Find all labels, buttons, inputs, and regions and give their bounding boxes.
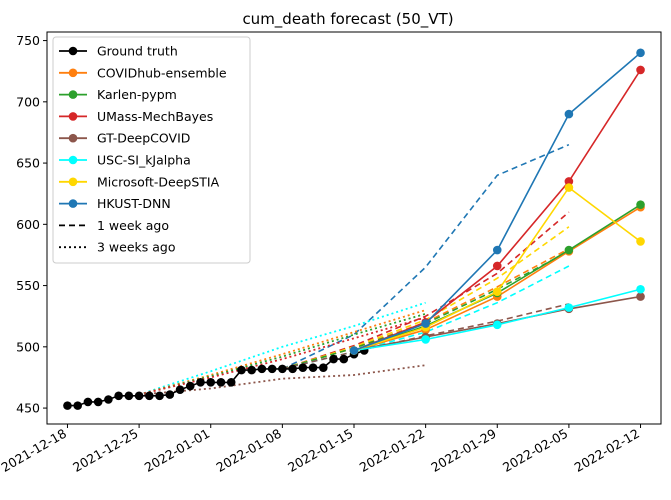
legend-label-usc-si-kjalpha: USC-SI_kJalpha — [97, 153, 191, 168]
forecast-14-dashed-series-line — [282, 303, 570, 370]
y-tick-label: 450 — [16, 401, 40, 416]
y-tick-label: 750 — [16, 33, 40, 48]
legend-swatch-marker — [68, 46, 78, 56]
microsoft-deepstia-solid-point — [636, 237, 645, 246]
ground-truth-solid-point — [319, 363, 328, 372]
hkust-dnn-solid-point — [636, 48, 645, 58]
hkust-dnn-solid-point — [349, 346, 359, 355]
x-tick-label: 2022-01-08 — [213, 426, 283, 475]
legend-swatch-marker — [68, 199, 78, 208]
legend-label-hkust-dnn: HKUST-DNN — [97, 196, 171, 211]
ground-truth-solid-point — [339, 354, 349, 364]
forecast-17-dotted-series-line — [138, 312, 426, 396]
forecast-13-dashed-series-line — [282, 265, 570, 370]
umass-mechbayes-solid-point — [492, 261, 502, 271]
karlen-pypm-solid-point — [636, 200, 645, 210]
ground-truth-solid-point — [247, 365, 256, 375]
y-tick-label: 500 — [16, 339, 40, 354]
forecast-8-dashed-series-line — [282, 143, 570, 370]
ground-truth-solid-point — [185, 381, 195, 391]
legend-swatch-marker — [68, 68, 78, 78]
ground-truth-solid-point — [226, 378, 236, 387]
legend-swatch-marker — [68, 177, 78, 187]
ground-truth-solid-point — [83, 397, 93, 407]
legend-swatch-marker — [68, 112, 78, 121]
legend-swatch-marker — [68, 155, 78, 165]
legend-swatch-marker — [68, 133, 78, 143]
ground-truth-solid-point — [175, 385, 185, 395]
legend-label-ground-truth: Ground truth — [97, 44, 178, 59]
forecast-19-dotted-series-line — [139, 364, 426, 396]
hkust-dnn-solid-point — [492, 245, 502, 255]
ground-truth-solid-point — [114, 391, 123, 401]
y-tick-label: 650 — [16, 156, 40, 171]
ground-truth-solid-point — [308, 363, 318, 372]
x-tick-label: 2022-02-12 — [572, 426, 642, 475]
legend-box — [52, 36, 251, 264]
ground-truth-solid-point — [93, 397, 103, 407]
ground-truth-solid-point — [288, 364, 297, 374]
legend-label-covidhub-ensemble: COVIDhub-ensemble — [97, 65, 227, 80]
umass-mechbayes-solid-series-line — [353, 69, 642, 352]
y-tick-label: 700 — [16, 94, 40, 109]
ground-truth-solid-point — [237, 365, 246, 375]
forecast-9-dashed-series-line — [282, 211, 570, 370]
usc-si-kjalpha-solid-point — [492, 320, 502, 330]
hkust-dnn-solid-series-line — [353, 52, 642, 352]
legend-label-1-week-ago: 1 week ago — [97, 218, 169, 233]
legend-swatch-marker — [68, 90, 78, 99]
x-tick-label: 2022-02-05 — [500, 426, 570, 475]
hkust-dnn-solid-point — [564, 109, 574, 119]
x-tick-label: 2021-12-25 — [70, 426, 140, 475]
forecast-11-dashed-series-line — [282, 248, 570, 370]
x-tick-label: 2022-01-29 — [428, 426, 498, 475]
legend-label-karlen-pypm: Karlen-pypm — [97, 87, 177, 102]
karlen-pypm-solid-point — [564, 245, 574, 255]
legend-label-umass-mechbayes: UMass-MechBayes — [97, 109, 213, 124]
usc-si-kjalpha-solid-point — [636, 284, 645, 294]
legend-label-gt-deepcovid: GT-DeepCOVID — [97, 131, 190, 146]
x-tick-label: 2021-12-18 — [0, 426, 69, 475]
chart-title: cum_death forecast (50_VT) — [242, 10, 453, 29]
forecast-12-dashed-series-line — [282, 250, 570, 370]
x-tick-label: 2022-01-22 — [357, 426, 427, 475]
ground-truth-solid-point — [196, 378, 205, 387]
legend-label-3-weeks-ago: 3 weeks ago — [97, 240, 176, 255]
forecast-16-dotted-series-line — [138, 309, 426, 396]
gt-deepcovid-solid-point — [636, 292, 645, 301]
ground-truth-solid-point — [145, 391, 154, 401]
y-tick-label: 550 — [16, 278, 40, 293]
ground-truth-solid-point — [124, 391, 134, 401]
umass-mechbayes-solid-point — [564, 177, 574, 186]
ground-truth-solid-point — [155, 391, 164, 401]
ground-truth-solid-point — [257, 364, 267, 374]
x-tick-label: 2022-01-01 — [142, 426, 212, 475]
usc-si-kjalpha-solid-point — [421, 335, 430, 344]
ground-truth-solid-point — [216, 378, 226, 387]
series-layer — [63, 48, 645, 410]
forecast-18-dotted-series-line — [138, 316, 426, 396]
ground-truth-solid-point — [298, 363, 308, 372]
microsoft-deepstia-solid-point — [492, 287, 502, 297]
ground-truth-solid-point — [165, 390, 175, 399]
ground-truth-solid-point — [134, 391, 144, 401]
ground-truth-solid-point — [206, 378, 216, 387]
ground-truth-solid-point — [278, 364, 287, 374]
usc-si-kjalpha-solid-point — [564, 303, 574, 312]
x-tick-label: 2022-01-15 — [285, 426, 355, 475]
ground-truth-solid-point — [73, 401, 82, 410]
hkust-dnn-solid-point — [421, 319, 430, 328]
y-tick-label: 600 — [16, 217, 40, 232]
microsoft-deepstia-solid-point — [564, 183, 574, 192]
ground-truth-solid-point — [267, 364, 277, 374]
ground-truth-solid-point — [329, 354, 338, 364]
legend: Ground truth COVIDhub-ensemble Karlen-pypm… — [52, 36, 251, 264]
forecast-15-dotted-series-line — [138, 301, 426, 396]
ground-truth-solid-point — [104, 395, 113, 404]
umass-mechbayes-solid-point — [636, 65, 645, 75]
ground-truth-solid-point — [63, 401, 72, 410]
legend-label-microsoft-deepstia: Microsoft-DeepSTIA — [97, 174, 220, 189]
